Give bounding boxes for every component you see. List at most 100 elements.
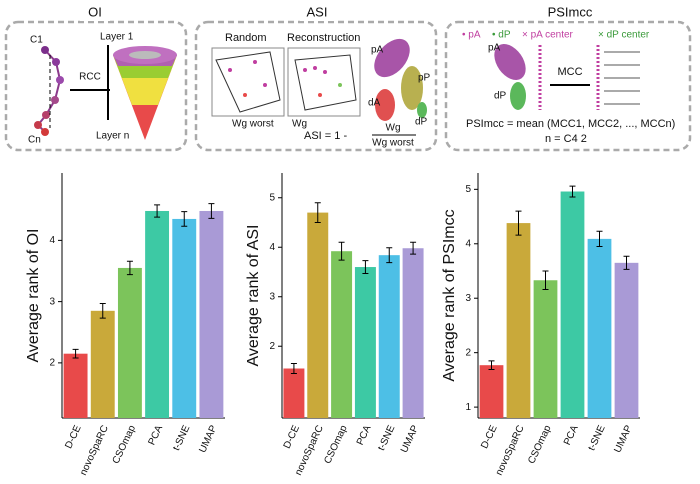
- x-tick-label: D-CE: [282, 423, 302, 450]
- legend-entry: × pA center: [522, 30, 574, 41]
- panel-box: [444, 20, 692, 152]
- formula: PSImcc = mean (MCC1, MCC2, ..., MCCn): [466, 118, 675, 130]
- title-bg: [300, 5, 334, 21]
- y-axis-label: Average rank of PSImcc: [441, 209, 458, 381]
- x-tick-label: D-CE: [479, 423, 499, 450]
- bar: [172, 218, 197, 418]
- label: Reconstruction: [287, 32, 360, 44]
- error-bar: [596, 230, 603, 247]
- x-tick-label: novoSpaRC: [78, 424, 111, 478]
- error-bar: [126, 260, 133, 276]
- x-tick-label: CSOmap: [111, 423, 139, 465]
- legend-entry: • dP: [492, 30, 511, 41]
- bar: [331, 251, 353, 418]
- y-tick-label: 4: [269, 242, 275, 253]
- error-bar: [72, 348, 79, 359]
- bar: [614, 262, 639, 418]
- cluster: [401, 66, 423, 110]
- error-bar: [386, 247, 393, 264]
- error-bar: [410, 241, 417, 255]
- y-tick-label: 5: [269, 192, 275, 203]
- y-tick-label: 5: [465, 184, 471, 195]
- y-tick-label: 4: [465, 238, 471, 249]
- x-tick-label: PCA: [355, 423, 374, 447]
- x-tick-label: D-CE: [63, 423, 83, 450]
- y-tick-label: 1: [465, 402, 471, 413]
- label: pP: [418, 73, 431, 84]
- hull: [215, 51, 281, 113]
- label: dP: [494, 91, 507, 102]
- bar: [378, 255, 400, 418]
- formula: ASI = 1 -: [304, 130, 347, 142]
- y-tick-label: 4: [49, 235, 55, 246]
- error-bar: [488, 360, 495, 371]
- label: pA: [488, 43, 501, 54]
- bar: [354, 267, 376, 418]
- x-tick-label: CSOmap: [526, 423, 554, 465]
- panel-title: PSImcc: [548, 4, 593, 19]
- x-tick-label: t-SNE: [376, 423, 397, 452]
- panel-title: ASI: [307, 4, 328, 19]
- bar: [560, 191, 585, 418]
- x-tick-label: CSOmap: [322, 423, 350, 465]
- bar: [283, 368, 305, 418]
- x-tick-label: UMAP: [399, 423, 421, 454]
- label: RCC: [79, 72, 101, 83]
- error-bar: [314, 202, 321, 223]
- label: dP: [415, 117, 428, 128]
- y-tick-label: 3: [269, 291, 275, 302]
- bar: [506, 223, 531, 418]
- x-tick-label: PCA: [562, 423, 581, 447]
- label: MCC: [557, 66, 582, 78]
- error-bar: [362, 260, 369, 274]
- bar: [145, 210, 170, 418]
- cluster: [375, 89, 395, 121]
- bar: [63, 353, 88, 418]
- cluster: [417, 102, 427, 118]
- bar: [479, 365, 504, 418]
- y-axis-label: Average rank of OI: [25, 229, 42, 363]
- formula: n = C4 2: [545, 133, 587, 145]
- label: Wg: [292, 119, 307, 130]
- error-bar: [623, 255, 630, 270]
- label: dA: [368, 98, 381, 109]
- bar: [307, 212, 329, 418]
- x-tick-label: novoSpaRC: [494, 424, 527, 478]
- cone: [113, 46, 177, 140]
- error-bar: [569, 185, 576, 198]
- error-bar: [208, 203, 215, 219]
- formula: Wg: [386, 123, 401, 134]
- label: pA: [371, 45, 384, 56]
- legend-entry: • pA: [462, 30, 481, 41]
- error-bar: [515, 210, 522, 236]
- cluster: [494, 43, 526, 81]
- y-tick-label: 3: [465, 293, 471, 304]
- error-bar: [542, 270, 549, 291]
- bar: [533, 280, 558, 418]
- label: C1: [30, 35, 43, 46]
- panel-title: OI: [88, 4, 102, 19]
- points: [228, 60, 342, 97]
- x-tick-label: UMAP: [612, 423, 634, 454]
- label: Cn: [28, 135, 41, 146]
- y-tick-label: 3: [49, 296, 55, 307]
- chain: [34, 46, 64, 136]
- bar: [117, 267, 142, 418]
- label: Random: [225, 32, 267, 44]
- label: Layer n: [96, 131, 129, 142]
- panel-box: [194, 20, 438, 152]
- plot-box: [211, 47, 285, 117]
- error-bar: [290, 363, 297, 374]
- y-tick-label: 2: [269, 341, 275, 352]
- y-tick-label: 2: [49, 358, 55, 369]
- legend-entry: × dP center: [598, 30, 650, 41]
- bar: [402, 248, 424, 418]
- label: Wg worst: [232, 119, 274, 130]
- x-tick-label: UMAP: [197, 423, 219, 454]
- error-bar: [154, 204, 161, 218]
- y-tick-label: 2: [465, 347, 471, 358]
- label: Layer 1: [100, 32, 134, 43]
- bar: [199, 210, 224, 418]
- plot-box: [287, 47, 361, 117]
